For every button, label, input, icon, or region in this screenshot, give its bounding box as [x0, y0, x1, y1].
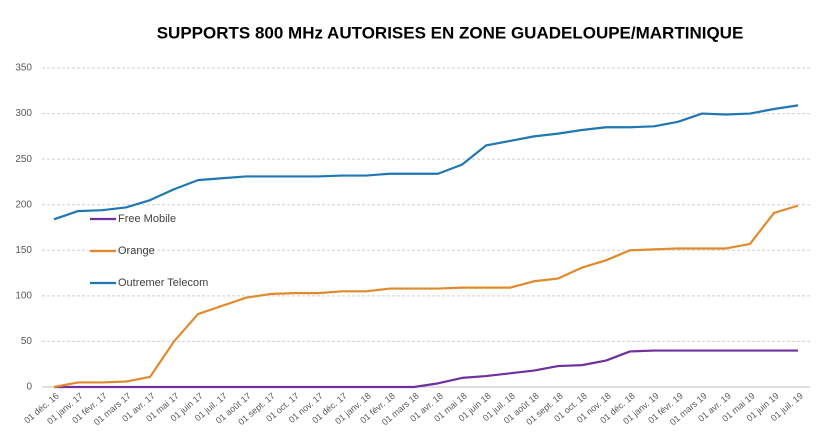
chart-title: SUPPORTS 800 MHz AUTORISES EN ZONE GUADE…: [157, 23, 744, 42]
y-tick-label: 250: [15, 154, 32, 165]
y-tick-label: 200: [15, 199, 32, 210]
y-tick-label: 100: [15, 290, 32, 301]
legend-label: Orange: [118, 245, 155, 257]
legend-label: Free Mobile: [118, 213, 176, 225]
legend-label: Outremer Telecom: [118, 277, 208, 289]
y-tick-label: 150: [15, 245, 32, 256]
series-line: [54, 349, 798, 389]
series-line: [53, 104, 799, 221]
series-line: [53, 204, 799, 389]
y-tick-label: 50: [21, 336, 33, 347]
y-tick-label: 0: [26, 382, 32, 393]
y-tick-label: 300: [15, 108, 32, 119]
y-tick-label: 350: [15, 63, 32, 74]
